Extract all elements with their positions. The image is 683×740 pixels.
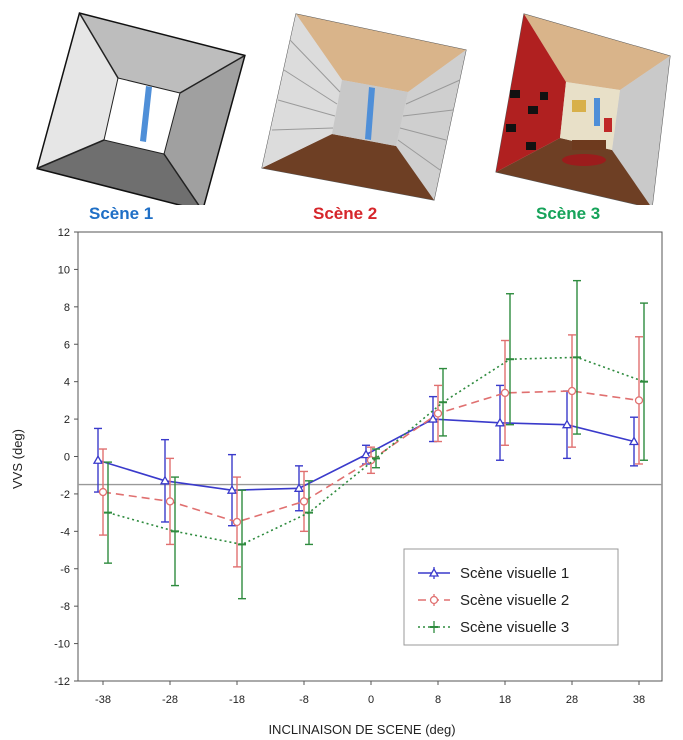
- x-tick-label: 28: [566, 694, 578, 706]
- x-tick-label: -18: [229, 694, 245, 706]
- y-tick-label: -2: [60, 489, 70, 501]
- scene-3-thumbnail: [495, 13, 671, 209]
- y-tick-label: -8: [60, 601, 70, 613]
- data-point: [429, 595, 439, 605]
- x-tick-label: 0: [368, 694, 374, 706]
- data-point: [634, 396, 644, 405]
- scene-1-label: Scène 1: [89, 204, 154, 223]
- series-2: [98, 334, 644, 568]
- x-axis: -38 -28 -18 -8 0 8 18 28 38: [95, 681, 645, 706]
- scene-thumbnails: [36, 12, 671, 212]
- legend-item: Scène visuelle 3: [418, 619, 569, 636]
- data-point: [226, 484, 238, 494]
- series-3: [104, 279, 648, 600]
- legend-item: Scène visuelle 1: [418, 565, 569, 582]
- legend-box: [403, 548, 619, 646]
- data-point: [494, 417, 506, 427]
- y-tick-label: 8: [64, 302, 70, 314]
- series-layer: [92, 279, 648, 600]
- series-1: [92, 384, 640, 527]
- x-tick-label: 8: [435, 694, 441, 706]
- data-point: [159, 475, 171, 485]
- scene-2-thumbnail: [261, 13, 467, 201]
- vvs-chart: -12 -10 -8 -6 -4 -2 0 2 4 6 8 10 12 -38 -28 -18 -8 0 8 18 2…: [10, 227, 663, 737]
- y-tick-label: -12: [54, 676, 70, 688]
- y-tick-label: 10: [58, 264, 70, 276]
- x-tick-label: 18: [499, 694, 511, 706]
- y-axis-label: VVS (deg): [10, 429, 25, 489]
- y-tick-label: -10: [54, 639, 70, 651]
- scene-3-label: Scène 3: [536, 204, 601, 223]
- data-point: [232, 517, 242, 527]
- x-tick-label: -28: [162, 694, 178, 706]
- legend-label: Scène visuelle 1: [460, 565, 569, 582]
- data-point: [567, 386, 577, 396]
- data-point: [433, 409, 443, 418]
- data-point: [561, 419, 573, 429]
- y-tick-label: 0: [64, 452, 70, 464]
- x-axis-label: INCLINAISON DE SCENE (deg): [268, 722, 455, 737]
- legend-label: Scène visuelle 2: [460, 592, 569, 609]
- data-point: [427, 413, 439, 423]
- x-tick-label: -8: [299, 694, 309, 706]
- data-point: [92, 454, 104, 464]
- data-point: [628, 436, 640, 446]
- legend-item: Scène visuelle 2: [418, 592, 569, 609]
- data-point: [293, 482, 305, 492]
- data-point: [299, 497, 309, 506]
- data-point: [98, 487, 108, 497]
- data-point: [360, 449, 372, 459]
- y-tick-label: 4: [64, 377, 70, 389]
- scene-2-label: Scène 2: [313, 204, 378, 223]
- data-point: [428, 567, 440, 577]
- legend-label: Scène visuelle 3: [460, 619, 569, 636]
- legend: Scène visuelle 1 Scène visuelle 2 Scène vi…: [403, 548, 619, 646]
- x-tick-label: -38: [95, 694, 111, 706]
- y-tick-label: -4: [60, 526, 70, 538]
- data-point: [165, 497, 175, 506]
- y-tick-label: -6: [60, 564, 70, 576]
- y-axis: -12 -10 -8 -6 -4 -2 0 2 4 6 8 10 12: [54, 227, 78, 688]
- data-point: [500, 388, 510, 398]
- x-tick-label: 38: [633, 694, 645, 706]
- y-tick-label: 12: [58, 227, 70, 239]
- y-tick-label: 6: [64, 339, 70, 351]
- y-tick-label: 2: [64, 414, 70, 426]
- scene-illustrations: Scène 1 Scène 2 Scène 3: [0, 0, 683, 230]
- scene-1-thumbnail: [36, 12, 246, 212]
